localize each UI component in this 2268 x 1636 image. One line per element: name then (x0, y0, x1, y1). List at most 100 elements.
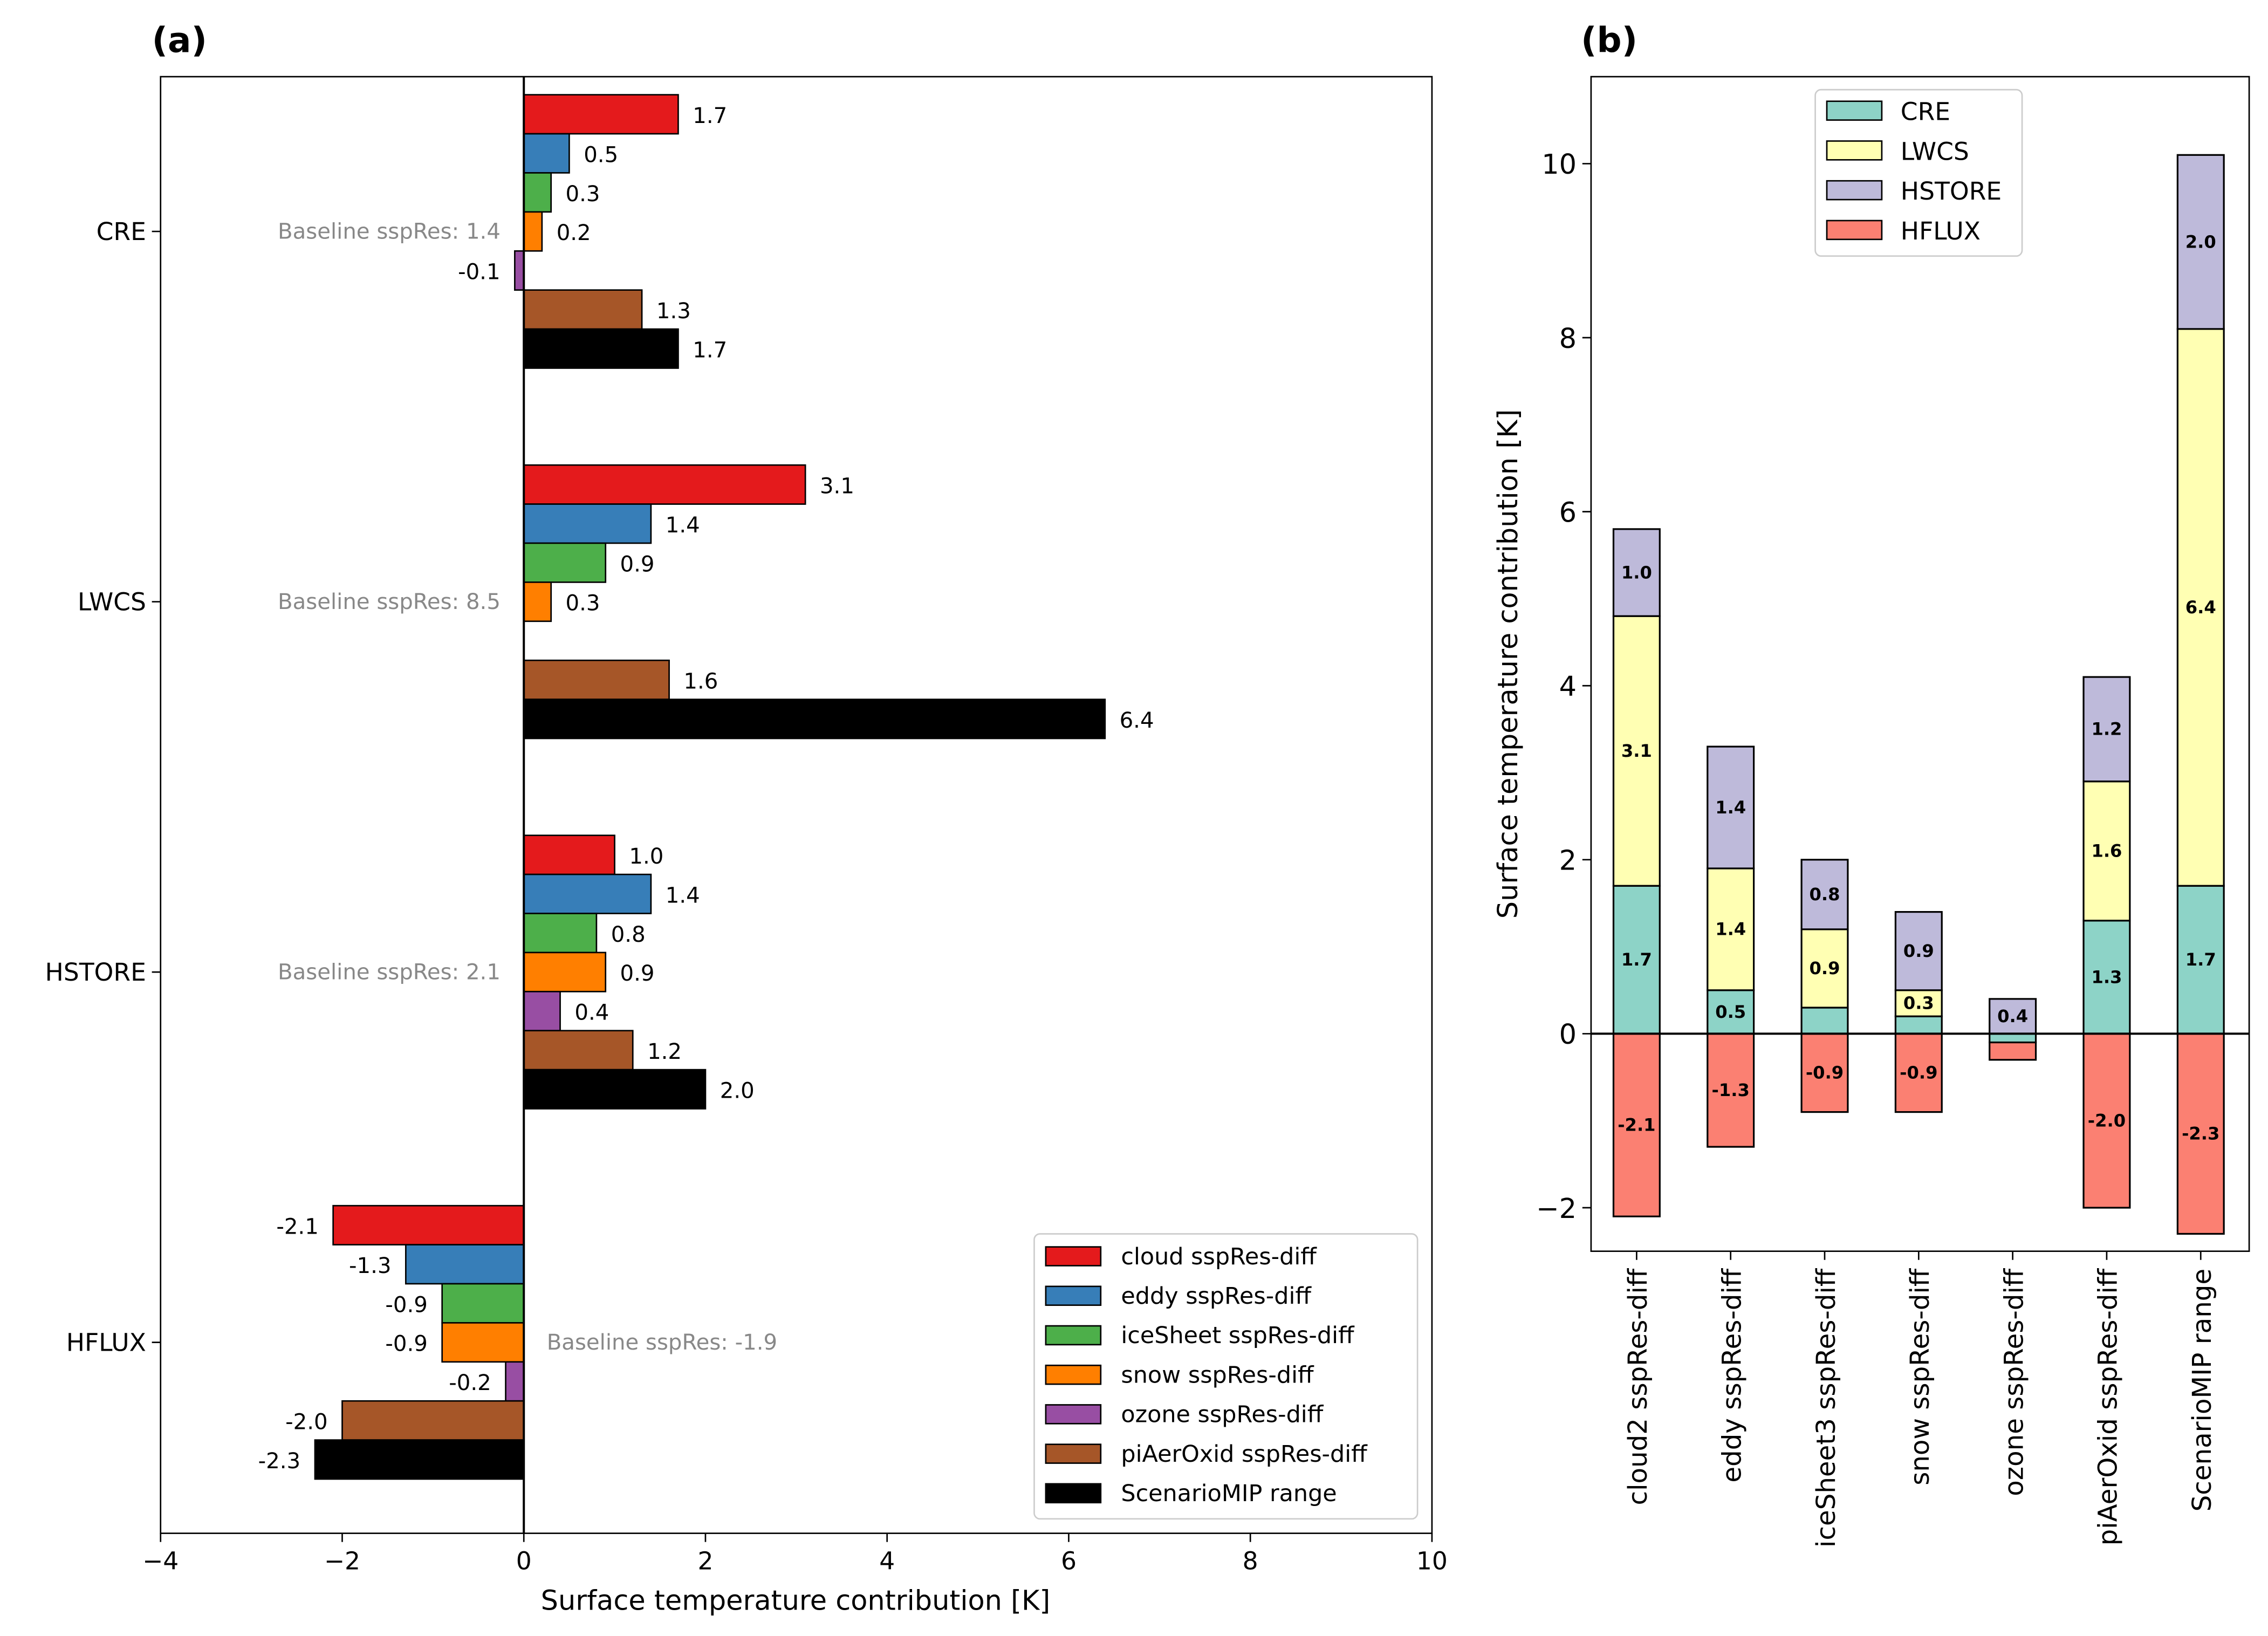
legend-swatch (1045, 1285, 1102, 1306)
stacked-bar-HSTORE (1800, 859, 1849, 930)
panel-b-ylabel: Surface temperature contribution [K] (1492, 409, 1524, 919)
legend: CRE LWCS HSTORE HFLUX (1814, 88, 2023, 257)
legend-swatch (1045, 1325, 1102, 1346)
segment-label: -2.3 (2182, 1124, 2219, 1144)
bar-iceSheet (523, 172, 552, 213)
bar-cloud (523, 94, 679, 135)
x-tick-label: −4 (142, 1547, 179, 1576)
bar-iceSheet (523, 542, 607, 583)
segment-label: 1.0 (1621, 562, 1652, 583)
bar-ozone (505, 1361, 525, 1402)
segment-label: -1.3 (1712, 1080, 1750, 1100)
stacked-bar-LWCS (1612, 615, 1661, 887)
stacked-bar-CRE (2082, 920, 2131, 1035)
x-tick-label: 4 (879, 1547, 895, 1576)
stacked-bar-HSTORE (1707, 745, 1755, 870)
legend-entry: ScenarioMIP range (1121, 1480, 1337, 1507)
segment-label: -2.0 (2088, 1110, 2126, 1131)
legend-swatch (1045, 1364, 1102, 1385)
data-label: -2.0 (285, 1410, 327, 1435)
bar-eddy (523, 873, 652, 914)
baseline-annotation: Baseline sspRes: 8.5 (278, 590, 501, 614)
stacked-bar-HFLUX (1707, 1032, 1755, 1148)
segment-label: 0.8 (1810, 884, 1840, 905)
segment-label: 3.1 (1621, 741, 1652, 761)
legend-entry: ozone sspRes-diff (1121, 1401, 1324, 1428)
legend-entry: cloud sspRes-diff (1121, 1243, 1317, 1270)
bar-ozone (514, 250, 525, 291)
legend: cloud sspRes-diff eddy sspRes-diff iceShee… (1033, 1233, 1419, 1520)
x-tick-label: 0 (516, 1547, 532, 1576)
x-tick-label: piAerOxid sspRes-diff (2093, 1268, 2123, 1545)
bar-iceSheet (523, 913, 598, 954)
legend-entry: CRE (1901, 98, 1950, 126)
data-label: 0.3 (566, 591, 600, 616)
legend-swatch (1045, 1404, 1102, 1425)
data-label: 3.1 (820, 474, 854, 498)
stacked-bar-HFLUX (1800, 1032, 1849, 1113)
data-label: -0.9 (385, 1292, 427, 1317)
segment-label: 1.3 (2091, 967, 2122, 987)
baseline-annotation: Baseline sspRes: -1.9 (547, 1330, 777, 1355)
x-tick-label: 8 (1243, 1547, 1258, 1576)
stacked-bar-CRE (1989, 1032, 2037, 1044)
x-tick-label: 10 (1416, 1547, 1448, 1576)
segment-label: 0.4 (1997, 1006, 2028, 1026)
segment-label: 1.6 (2091, 840, 2122, 861)
bar-piAerOxid (341, 1400, 525, 1441)
bar-piAerOxid (523, 289, 643, 330)
stacked-bar-HFLUX (2082, 1032, 2131, 1209)
x-tick-label: 2 (697, 1547, 713, 1576)
data-label: 1.7 (693, 338, 727, 362)
data-label: 1.0 (629, 844, 663, 869)
bar-snow (523, 952, 607, 992)
data-label: -2.1 (276, 1214, 318, 1239)
data-label: -0.1 (458, 260, 500, 285)
baseline-annotation: Baseline sspRes: 1.4 (278, 219, 501, 244)
y-tick-label: 2 (1559, 845, 1577, 877)
segment-label: 1.7 (2185, 949, 2216, 970)
bar-snow (441, 1322, 525, 1363)
plot-frame (1590, 76, 2250, 1252)
segment-label: 1.4 (1715, 919, 1746, 940)
segment-label: -0.9 (1806, 1063, 1844, 1083)
data-label: 1.3 (656, 299, 691, 324)
data-label: 0.9 (620, 552, 655, 577)
stacked-bar-HSTORE (1612, 528, 1661, 617)
bar-cloud (523, 464, 806, 505)
data-label: -0.2 (449, 1371, 491, 1395)
legend-entry: eddy sspRes-diff (1121, 1283, 1312, 1310)
data-label: 1.4 (666, 883, 700, 908)
legend-swatch (1045, 1443, 1102, 1464)
bar-iceSheet (441, 1283, 525, 1324)
stacked-bar-CRE (1800, 1007, 1849, 1035)
x-tick-label: ozone sspRes-diff (1999, 1268, 2029, 1496)
data-label: 0.8 (611, 922, 646, 947)
bar-snow (523, 581, 552, 622)
panel-b: 1.7 3.1 1.0 -2.1 cloud2 sspRes-diff 0.5 1.4 1.4… (1536, 76, 2250, 1548)
x-tick-label: eddy sspRes-diff (1717, 1268, 1747, 1482)
stacked-bar-HFLUX (1989, 1041, 2037, 1061)
y-tick-label: −2 (1536, 1193, 1577, 1225)
legend-box (1033, 1233, 1419, 1520)
segment-label: 0.3 (1903, 993, 1934, 1014)
data-label: 0.4 (574, 1001, 609, 1025)
stacked-bar-HFLUX (1894, 1032, 1943, 1113)
bar-piAerOxid (523, 1030, 634, 1071)
legend-swatch (1045, 1483, 1102, 1504)
bar-cloud (523, 834, 615, 875)
segment-label: 0.5 (1715, 1002, 1746, 1022)
stacked-bar-HSTORE (2176, 154, 2225, 330)
segment-label: -0.9 (1900, 1063, 1937, 1083)
y-tick-label: HFLUX (66, 1329, 146, 1357)
stacked-bar-LWCS (2176, 328, 2225, 887)
bar-cloud (332, 1204, 525, 1245)
x-tick-label: −2 (324, 1547, 360, 1576)
data-label: 2.0 (720, 1078, 755, 1103)
legend-entry: LWCS (1901, 137, 1969, 166)
legend-entry: snow sspRes-diff (1121, 1361, 1314, 1388)
segment-label: 1.4 (1715, 797, 1746, 818)
x-tick-label: ScenarioMIP range (2187, 1269, 2217, 1512)
